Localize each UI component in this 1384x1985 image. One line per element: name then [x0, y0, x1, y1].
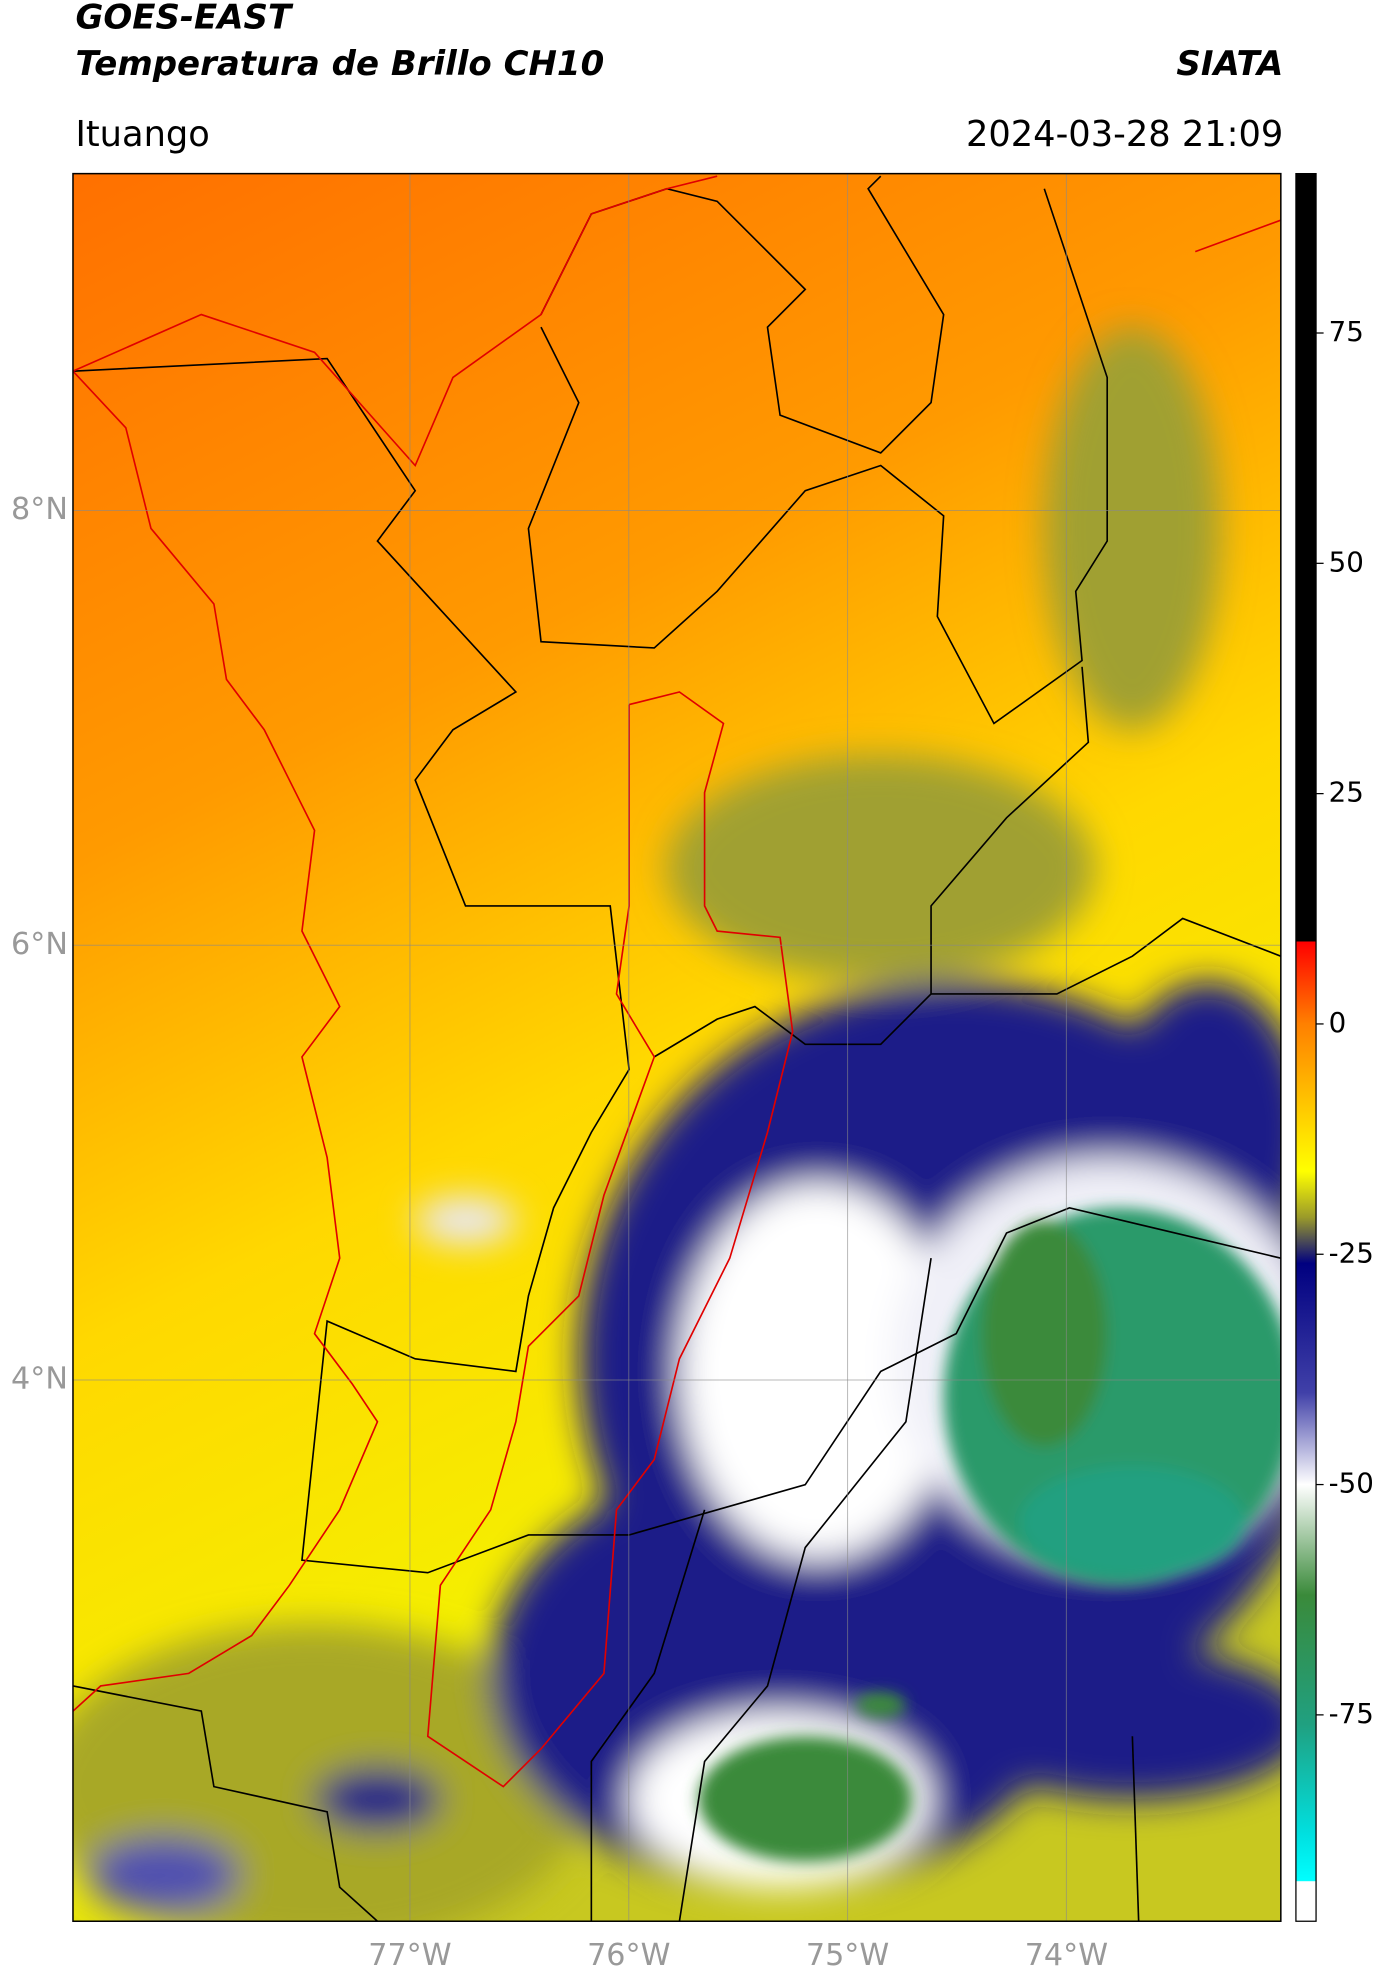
colorbar-tick-label: 25: [1329, 776, 1364, 809]
x-tick-label: 76°W: [587, 1938, 670, 1973]
map-frame: [72, 172, 1282, 1922]
y-tick-label: 4°N: [11, 1361, 68, 1396]
colorbar: [1295, 172, 1317, 1922]
subtitle: Temperatura de Brillo CH10: [75, 44, 604, 84]
y-tick-label: 8°N: [11, 492, 68, 527]
colorbar-tick-label: -25: [1329, 1236, 1374, 1269]
colorbar-tick-label: -75: [1329, 1697, 1374, 1730]
map-image: [72, 173, 1281, 1922]
datetime: 2024-03-28 21:09: [966, 114, 1283, 155]
grid: [72, 173, 1281, 1922]
colorbar-tick-label: 75: [1329, 315, 1364, 348]
x-tick-label: 74°W: [1025, 1938, 1108, 1973]
colorbar-tick-label: 0: [1329, 1006, 1347, 1039]
colorbar-tick-label: -50: [1329, 1467, 1374, 1500]
colorbar-tick-label: 50: [1329, 545, 1364, 578]
location: Ituango: [75, 114, 209, 155]
source: SIATA: [1176, 44, 1283, 84]
x-tick-label: 75°W: [806, 1938, 889, 1973]
y-tick-label: 6°N: [11, 927, 68, 962]
title: GOES-EAST: [75, 0, 293, 37]
x-tick-label: 77°W: [368, 1938, 451, 1973]
